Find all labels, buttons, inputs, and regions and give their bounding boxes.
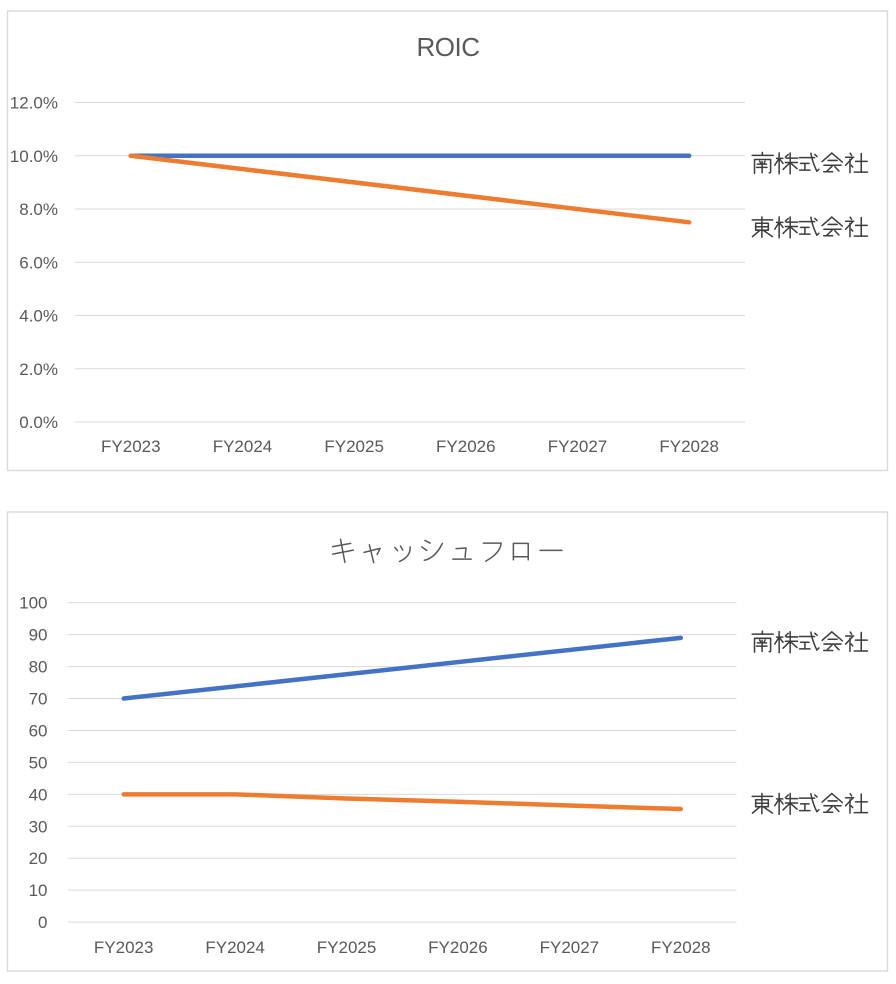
svg-text:70: 70 bbox=[29, 690, 48, 709]
svg-text:6.0%: 6.0% bbox=[19, 253, 58, 272]
svg-text:FY2027: FY2027 bbox=[540, 938, 600, 957]
svg-text:FY2024: FY2024 bbox=[205, 938, 265, 957]
svg-text:20: 20 bbox=[29, 849, 48, 868]
svg-text:4.0%: 4.0% bbox=[19, 307, 58, 326]
svg-text:12.0%: 12.0% bbox=[10, 94, 58, 113]
svg-text:FY2023: FY2023 bbox=[94, 938, 154, 957]
svg-text:50: 50 bbox=[29, 753, 48, 772]
svg-text:100: 100 bbox=[19, 594, 47, 613]
svg-text:FY2024: FY2024 bbox=[213, 437, 273, 456]
svg-text:60: 60 bbox=[29, 721, 48, 740]
svg-text:FY2028: FY2028 bbox=[651, 938, 711, 957]
svg-text:8.0%: 8.0% bbox=[19, 200, 58, 219]
svg-text:0: 0 bbox=[38, 913, 47, 932]
svg-text:2.0%: 2.0% bbox=[19, 360, 58, 379]
svg-text:FY2025: FY2025 bbox=[324, 437, 384, 456]
svg-text:10.0%: 10.0% bbox=[10, 147, 58, 166]
svg-text:ROIC: ROIC bbox=[417, 32, 480, 62]
svg-text:FY2026: FY2026 bbox=[428, 938, 488, 957]
svg-text:0.0%: 0.0% bbox=[19, 413, 58, 432]
svg-text:FY2025: FY2025 bbox=[317, 938, 377, 957]
svg-text:90: 90 bbox=[29, 626, 48, 645]
svg-text:10: 10 bbox=[29, 881, 48, 900]
svg-text:30: 30 bbox=[29, 817, 48, 836]
svg-text:FY2023: FY2023 bbox=[101, 437, 161, 456]
svg-text:80: 80 bbox=[29, 658, 48, 677]
svg-text:FY2027: FY2027 bbox=[548, 437, 608, 456]
svg-text:40: 40 bbox=[29, 785, 48, 804]
svg-text:FY2026: FY2026 bbox=[436, 437, 496, 456]
svg-text:FY2028: FY2028 bbox=[659, 437, 719, 456]
